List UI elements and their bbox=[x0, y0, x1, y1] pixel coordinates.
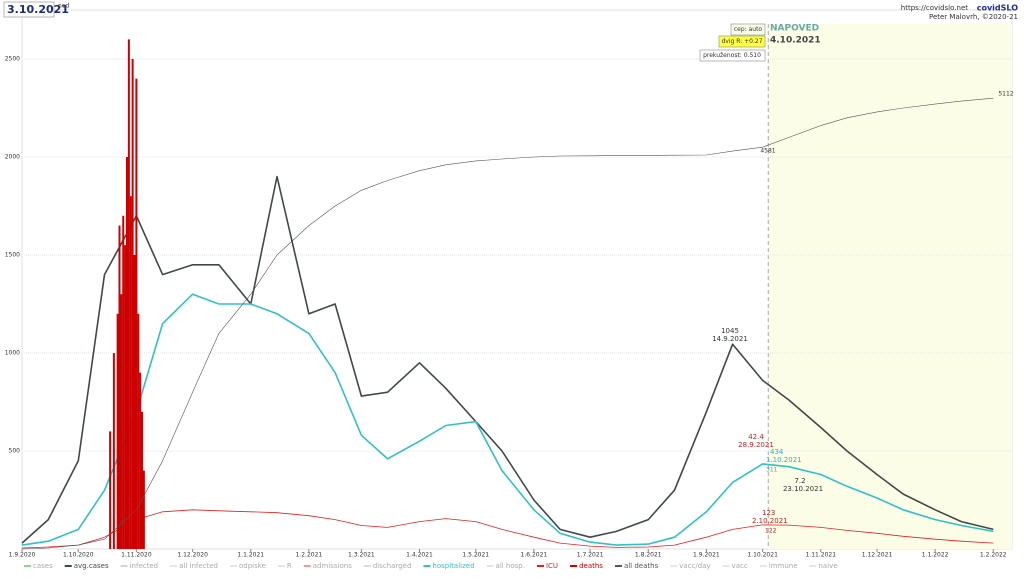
control-box[interactable] bbox=[718, 35, 766, 48]
title-note: ned bbox=[58, 3, 69, 10]
legend-label: cases bbox=[33, 562, 53, 570]
bar bbox=[141, 411, 143, 549]
x-tick-label: 1.12.2021 bbox=[862, 552, 893, 559]
x-tick-label: 1.7.2021 bbox=[577, 552, 604, 559]
annotation: 1.10.2021 bbox=[766, 456, 802, 464]
bar bbox=[116, 313, 119, 549]
legend-label: R bbox=[287, 562, 292, 570]
control[interactable]: dvig R: +0.27 bbox=[721, 38, 762, 45]
annotation: 434 bbox=[770, 448, 784, 456]
bar bbox=[126, 157, 128, 549]
title-box bbox=[3, 1, 55, 18]
annotation: 123 bbox=[762, 509, 775, 517]
legend-label: all hosp. bbox=[496, 562, 525, 570]
x-tick-label: 1.12.2020 bbox=[177, 552, 208, 559]
control-box[interactable] bbox=[699, 49, 766, 62]
legend-label: admissions bbox=[313, 562, 352, 570]
annotation: 311 bbox=[766, 467, 778, 474]
control[interactable]: prekuženost: 0.510 bbox=[703, 52, 761, 59]
forecast-label: NAPOVED bbox=[770, 24, 819, 34]
bar bbox=[127, 39, 130, 550]
y-tick-label: 2500 bbox=[5, 56, 20, 63]
legend-label: vacc bbox=[732, 562, 748, 570]
x-tick-label: 1.9.2020 bbox=[9, 552, 36, 559]
bar bbox=[139, 372, 142, 549]
bar bbox=[135, 78, 138, 549]
bar bbox=[133, 255, 136, 549]
bar bbox=[118, 225, 121, 549]
y-tick-label: 500 bbox=[9, 448, 21, 455]
legend-label: ICU bbox=[546, 562, 558, 570]
control[interactable]: cep: auto bbox=[734, 26, 763, 33]
series-line bbox=[21, 97, 994, 550]
forecast-date: 4.10.2021 bbox=[770, 36, 821, 46]
legend-label: hospitalized bbox=[432, 562, 474, 570]
annotation: 5112 bbox=[998, 91, 1013, 98]
x-tick-label: 1.11.2020 bbox=[121, 552, 152, 559]
annotation: 14.9.2021 bbox=[712, 335, 748, 343]
bar bbox=[142, 470, 145, 549]
forecast-region bbox=[768, 24, 1012, 549]
annotation: 23.10.2021 bbox=[783, 485, 823, 493]
series-line bbox=[21, 175, 994, 544]
x-tick-label: 1.4.2021 bbox=[406, 552, 433, 559]
bar bbox=[122, 215, 125, 550]
x-tick-label: 1.2.2022 bbox=[980, 552, 1007, 559]
bar bbox=[109, 431, 112, 549]
x-tick-label: 1.6.2021 bbox=[521, 552, 548, 559]
plot-layer: 500 1000 1500 2000 2500 1.9.2020 1.10.2020 1.11… bbox=[5, 24, 1012, 559]
legend: cases avg.cases infected all infected odpisk… bbox=[24, 562, 838, 570]
y-tick-label: 1500 bbox=[5, 252, 20, 259]
bar bbox=[131, 59, 134, 549]
legend-label: all deaths bbox=[624, 562, 659, 570]
x-tick-label: 1.10.2020 bbox=[63, 552, 94, 559]
annotation: 122 bbox=[765, 528, 777, 535]
bar bbox=[120, 294, 123, 549]
legend-label: deaths bbox=[579, 562, 603, 570]
x-tick-label: 1.1.2022 bbox=[922, 552, 949, 559]
chart-title: 3.10.2021 bbox=[7, 3, 69, 16]
legend-label: discharged bbox=[373, 562, 412, 570]
series-line bbox=[21, 293, 994, 546]
bar bbox=[124, 245, 127, 549]
annotation: 2.10.2021 bbox=[752, 517, 788, 525]
legend-label: naive bbox=[819, 562, 838, 570]
legend-label: immune bbox=[769, 562, 798, 570]
annotation: 4581 bbox=[760, 148, 775, 155]
annotation: 42.4 bbox=[748, 433, 764, 441]
author: Peter Malovrh, ©2020-21 bbox=[929, 13, 1018, 21]
x-tick-label: 1.10.2021 bbox=[747, 552, 778, 559]
legend-label: odpiske bbox=[239, 562, 266, 570]
site: https://covidslo.net bbox=[901, 4, 968, 12]
bar bbox=[129, 196, 132, 549]
legend-label: avg.cases bbox=[74, 562, 109, 570]
y-tick-label: 1000 bbox=[5, 350, 20, 357]
y-tick-label: 2000 bbox=[5, 154, 20, 161]
x-tick-label: 1.5.2021 bbox=[462, 552, 489, 559]
x-tick-label: 1.11.2021 bbox=[805, 552, 836, 559]
brand: covidSLO bbox=[977, 4, 1018, 13]
legend-label: all infected bbox=[179, 562, 218, 570]
bar bbox=[112, 353, 115, 549]
x-tick-label: 1.3.2021 bbox=[348, 552, 375, 559]
annotation: 1045 bbox=[721, 327, 739, 335]
x-tick-label: 1.2.2021 bbox=[296, 552, 323, 559]
x-tick-label: 1.8.2021 bbox=[635, 552, 662, 559]
control-box[interactable] bbox=[730, 23, 766, 36]
annotation: 7.2 bbox=[794, 477, 805, 485]
legend-label: infected bbox=[130, 562, 159, 570]
series-line bbox=[21, 509, 994, 549]
x-tick-label: 1.9.2021 bbox=[693, 552, 720, 559]
legend-label: vacc/day bbox=[679, 562, 710, 570]
x-tick-label: 1.1.2021 bbox=[237, 552, 264, 559]
bar bbox=[137, 313, 140, 549]
annotation: 28.9.2021 bbox=[738, 441, 774, 449]
